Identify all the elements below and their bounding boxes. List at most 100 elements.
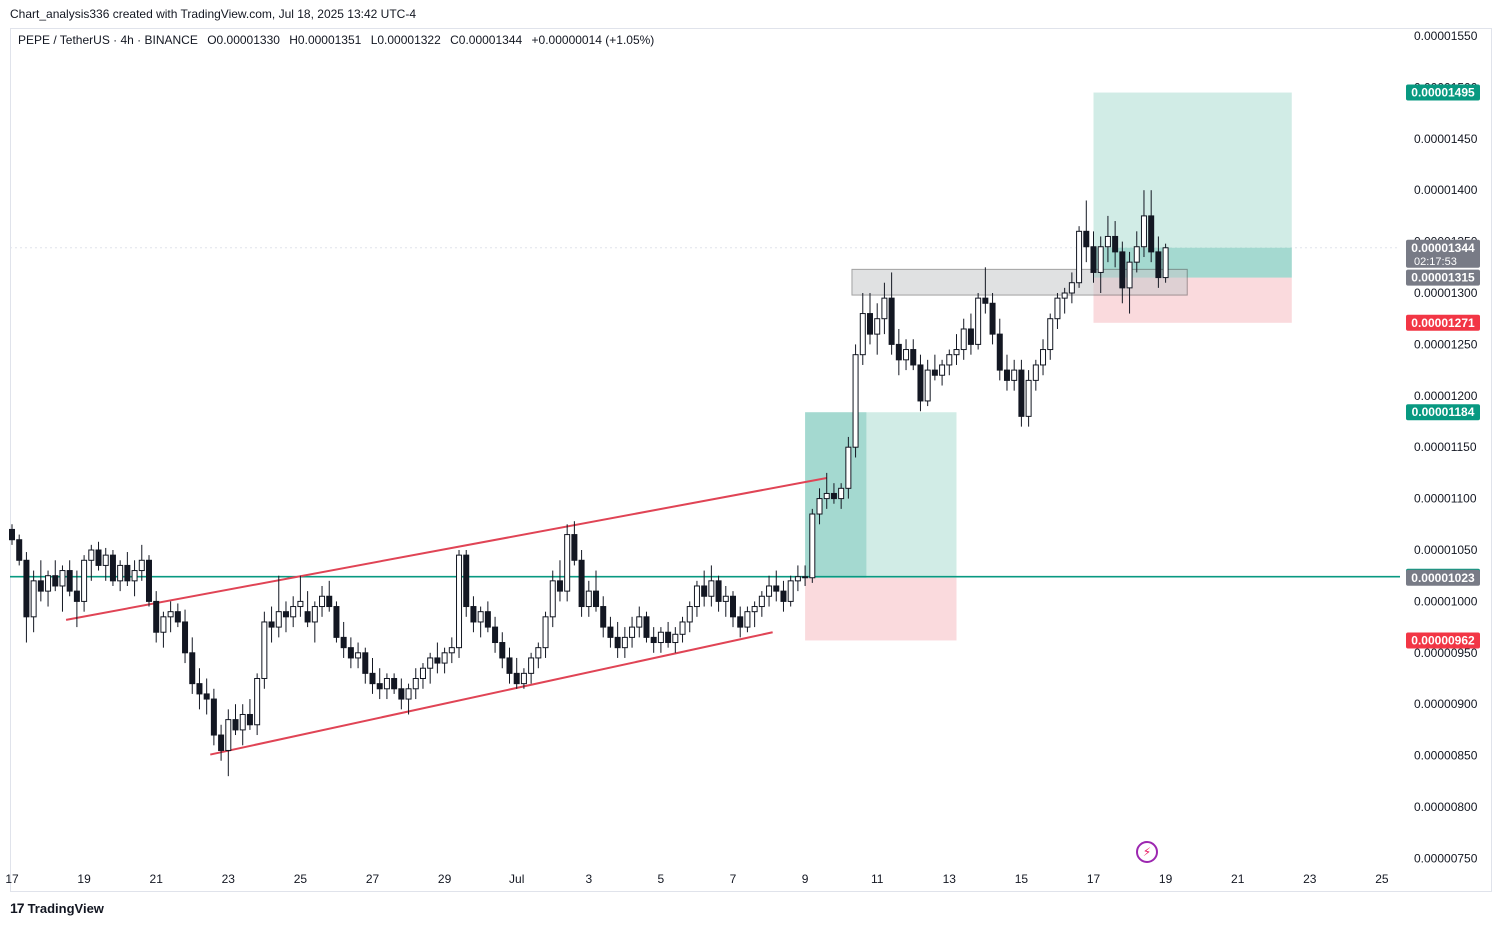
candle-body-80 (585, 590, 592, 608)
y-tick-label: 0.00001300 (1414, 286, 1478, 300)
candle-body-8 (66, 570, 73, 592)
candle-body-70 (513, 672, 520, 685)
candle-body-32 (239, 713, 246, 731)
y-tick-label: 0.00001100 (1414, 492, 1477, 506)
candle-body-98 (715, 580, 722, 602)
candle-body-55 (405, 688, 412, 700)
candle-body-124 (903, 349, 910, 361)
candle-body-73 (535, 647, 542, 659)
candle-body-91 (665, 631, 672, 644)
candle-body-19 (145, 559, 152, 602)
x-tick-label: 25 (294, 872, 308, 886)
candle-body-18 (138, 559, 145, 572)
y-tick-label: 0.00001050 (1414, 543, 1478, 557)
candle-body-29 (218, 734, 225, 751)
candle-body-99 (722, 595, 729, 602)
candle-body-66 (484, 611, 491, 628)
candle-body-87 (636, 616, 643, 628)
price-badge-label-3: 0.00001271 (1411, 316, 1475, 330)
candle-body-56 (412, 678, 419, 690)
candle-body-58 (427, 657, 434, 669)
candle-body-38 (282, 611, 289, 618)
legend-symbol: PEPE / TetherUS · 4h · BINANCE (18, 33, 198, 47)
candle-body-81 (593, 590, 600, 608)
candle-body-96 (701, 585, 708, 597)
price-badge-0 (1406, 84, 1480, 101)
legend-open: O0.00001330 (207, 33, 280, 47)
candle-body-63 (463, 554, 470, 608)
candle-body-114 (830, 492, 837, 500)
candle-body-107 (780, 590, 787, 602)
candle-body-74 (542, 616, 549, 649)
candle-body-76 (556, 580, 563, 592)
candle-body-123 (895, 343, 902, 361)
tradingview-brand: TradingView (27, 900, 104, 916)
candle-body-151 (1097, 246, 1104, 273)
candle-body-89 (650, 636, 657, 644)
candle-body-142 (1032, 364, 1039, 381)
candle-body-4 (37, 580, 44, 592)
price-badge-6 (1406, 569, 1480, 586)
candle-body-117 (852, 354, 859, 448)
candle-body-143 (1040, 349, 1047, 366)
candle-body-111 (809, 513, 816, 579)
candle-body-136 (989, 302, 996, 335)
candle-body-60 (441, 652, 448, 664)
price-badge-label-7: 0.00000962 (1411, 633, 1475, 647)
candle-body-52 (383, 678, 390, 690)
candle-body-127 (924, 369, 931, 402)
candle-body-84 (614, 636, 621, 649)
tradingview-footer[interactable]: 17 TradingView (10, 900, 104, 916)
candle-body-28 (210, 698, 217, 736)
chart-frame[interactable] (10, 28, 1492, 892)
y-tick-label: 0.00001150 (1414, 440, 1477, 454)
candle-body-97 (708, 580, 715, 597)
x-tick-label: 5 (658, 872, 665, 886)
candle-body-159 (1155, 251, 1162, 279)
candle-body-95 (693, 585, 700, 608)
x-tick-label: 13 (943, 872, 957, 886)
candle-body-51 (376, 683, 383, 690)
candle-body-157 (1140, 215, 1147, 248)
candle-body-113 (823, 492, 830, 500)
candle-body-105 (766, 585, 773, 597)
candle-body-88 (643, 616, 650, 638)
candle-body-82 (600, 606, 607, 628)
candle-body-27 (203, 693, 210, 700)
candle-body-10 (81, 559, 88, 602)
alert-bolt-icon[interactable]: ⚡ (1136, 841, 1158, 863)
candle-body-31 (232, 719, 239, 731)
candle-body-156 (1133, 246, 1140, 263)
candle-body-20 (153, 600, 160, 633)
x-tick-label: 23 (1303, 872, 1317, 886)
candle-body-119 (866, 313, 873, 335)
candle-body-50 (369, 672, 376, 685)
candle-body-72 (528, 657, 535, 674)
candle-body-102 (744, 611, 751, 628)
x-tick-label: 23 (222, 872, 236, 886)
symbol-legend: PEPE / TetherUS · 4h · BINANCE O0.000013… (18, 33, 660, 47)
legend-change: +0.00000014 (+1.05%) (531, 33, 655, 47)
candle-body-9 (73, 590, 80, 602)
candle-body-93 (679, 621, 686, 635)
candle-body-137 (996, 333, 1003, 371)
candle-body-115 (838, 487, 845, 500)
candle-body-154 (1119, 251, 1126, 289)
candle-body-110 (802, 576, 809, 579)
candle-body-85 (621, 636, 628, 649)
y-tick-label: 0.00001250 (1414, 337, 1478, 351)
x-tick-label: Jul (509, 872, 524, 886)
candle-body-129 (939, 364, 946, 376)
tradingview-logo-icon: 17 (10, 900, 25, 916)
candle-body-11 (88, 549, 95, 561)
candle-body-43 (319, 595, 326, 608)
candle-body-153 (1112, 235, 1119, 253)
y-tick-label: 0.00001400 (1414, 183, 1478, 197)
candle-body-104 (758, 595, 765, 608)
y-tick-label: 0.00000750 (1414, 851, 1478, 865)
candle-body-118 (859, 313, 866, 356)
price-badge-label-6: 0.00001023 (1411, 571, 1475, 585)
candle-body-44 (326, 595, 333, 608)
candle-body-57 (419, 667, 426, 679)
